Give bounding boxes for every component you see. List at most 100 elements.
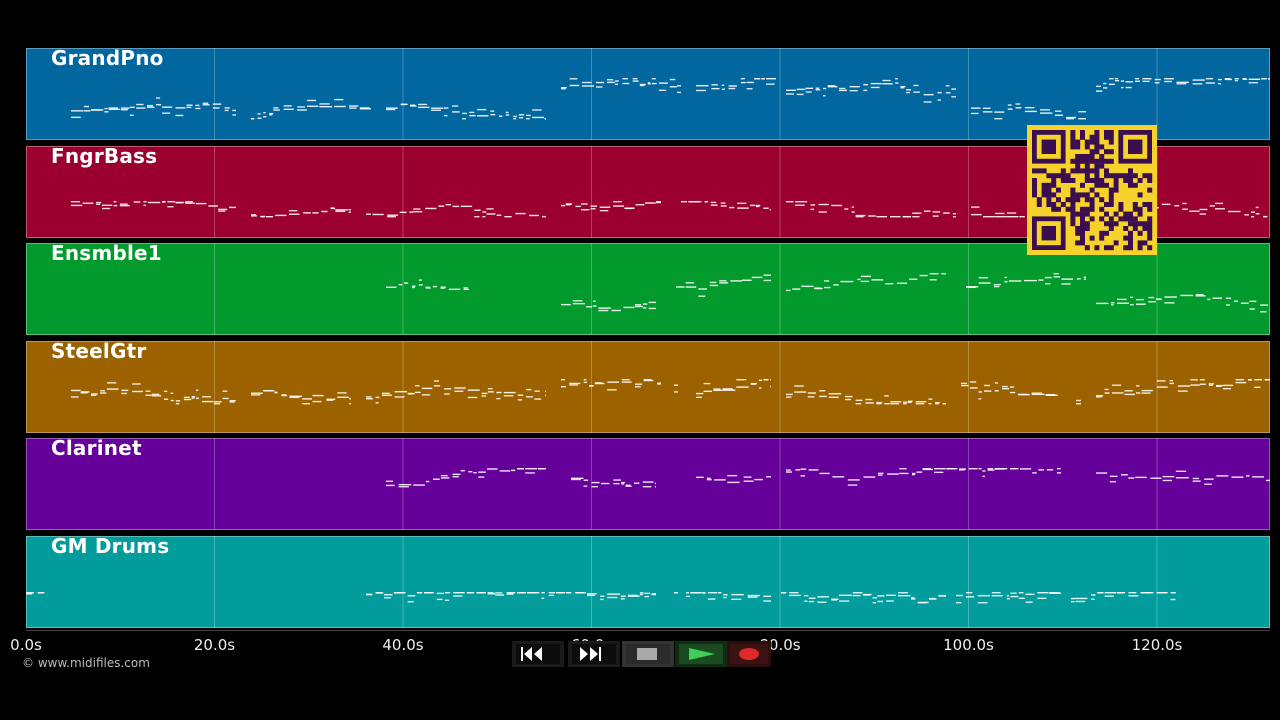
note-mark [335,210,346,213]
qr-module [1084,154,1090,159]
qr-module [1118,202,1124,207]
note-mark [1114,78,1119,80]
track-ensmble1[interactable]: Ensmble1 [26,243,1270,335]
note-mark [452,476,459,478]
note-mark [938,595,946,597]
note-mark [289,396,300,399]
note-mark [763,595,771,598]
note-mark [129,106,135,109]
note-mark [1254,386,1261,388]
note-mark [393,592,404,594]
note-mark [1038,469,1044,471]
note-mark [969,381,977,383]
note-mark [1117,298,1127,301]
note-mark [647,83,651,85]
note-mark [312,394,324,397]
note-mark [613,479,622,481]
note-mark [860,275,872,278]
note-mark [505,111,509,114]
qr-module [1070,192,1076,198]
note-mark [851,211,855,213]
qr-module [1128,211,1133,217]
note-mark [1108,83,1115,86]
qr-module [1065,197,1071,203]
note-mark [113,204,118,207]
qr-module [1132,182,1138,188]
note-mark [104,111,109,113]
qr-module [1089,139,1095,145]
note-mark [251,214,256,216]
note-mark [900,87,905,89]
fast-forward-button[interactable] [568,641,620,667]
qr-module [1075,230,1081,236]
rewind-button[interactable] [512,641,564,667]
note-mark [518,114,525,116]
note-mark [937,91,942,94]
note-mark [703,382,711,385]
note-mark [704,201,708,203]
note-mark [1007,108,1013,110]
qr-module [1128,230,1133,236]
record-button[interactable] [727,641,779,667]
track-steelgtr[interactable]: SteelGtr [26,341,1270,433]
qr-module [1046,202,1052,207]
stop-button[interactable] [622,641,674,667]
track-border [26,536,1270,628]
note-mark [1225,304,1231,306]
note-mark [482,216,486,218]
qr-module [1128,182,1133,188]
note-mark [132,383,141,385]
qr-module [1032,192,1037,198]
note-mark [709,284,719,287]
note-mark [987,468,993,470]
note-mark [1182,208,1188,210]
note-mark [696,392,704,395]
note-mark [1104,392,1110,394]
note-mark [855,216,864,218]
note-mark [1091,594,1096,596]
note-mark [786,201,794,203]
note-mark [855,403,862,405]
note-mark [229,399,236,402]
note-mark [956,594,963,597]
track-grandpno[interactable]: GrandPno [26,48,1270,140]
note-mark [899,472,909,475]
note-mark [583,379,587,381]
note-mark [569,84,580,87]
note-mark [860,280,869,283]
qr-module [1080,192,1085,198]
note-mark [440,287,445,289]
note-mark [561,88,566,90]
note-mark [191,397,195,399]
qr-module [1128,235,1133,241]
note-mark [1019,216,1025,218]
note-mark [312,212,319,214]
note-mark [656,201,661,204]
note-mark [1242,78,1247,80]
note-mark [746,81,755,84]
qr-module [1104,202,1109,207]
note-mark [1024,279,1037,282]
note-mark [800,468,807,470]
track-clarinet[interactable]: Clarinet [26,438,1270,530]
note-mark [1162,475,1175,478]
qr-module [1099,182,1105,188]
play-button[interactable] [675,641,727,667]
note-mark [162,112,171,114]
note-mark [606,79,614,81]
qr-module [1147,226,1153,231]
note-mark [982,107,991,109]
note-mark [1260,304,1269,306]
qr-module [1113,187,1119,193]
note-mark [786,396,792,398]
note-mark [404,282,409,284]
note-mark [571,477,584,479]
track-gm-drums[interactable]: GM Drums [26,536,1270,628]
note-mark [755,204,761,207]
qr-module [1070,130,1076,135]
note-mark [1018,597,1025,600]
note-mark [607,381,620,383]
note-mark [703,390,713,393]
note-mark [935,403,939,405]
note-mark [932,215,939,217]
